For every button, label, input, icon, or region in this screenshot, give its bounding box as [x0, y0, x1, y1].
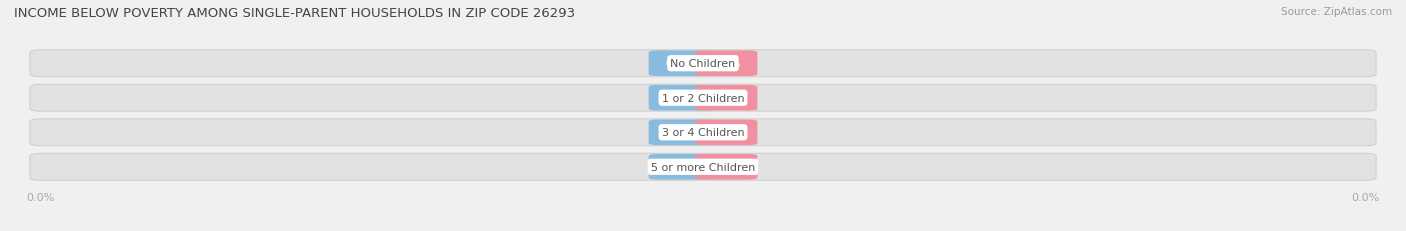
Text: 0.0%: 0.0% [665, 128, 695, 138]
FancyBboxPatch shape [648, 120, 711, 145]
FancyBboxPatch shape [30, 85, 1376, 112]
FancyBboxPatch shape [648, 51, 711, 77]
Text: 0.0%: 0.0% [711, 59, 741, 69]
FancyBboxPatch shape [695, 86, 758, 111]
Text: 0.0%: 0.0% [665, 93, 695, 103]
FancyBboxPatch shape [695, 154, 758, 180]
FancyBboxPatch shape [695, 51, 758, 77]
Text: No Children: No Children [671, 59, 735, 69]
FancyBboxPatch shape [30, 154, 1376, 180]
FancyBboxPatch shape [30, 119, 1376, 146]
FancyBboxPatch shape [648, 86, 711, 111]
Text: 0.0%: 0.0% [665, 162, 695, 172]
Text: 0.0%: 0.0% [711, 162, 741, 172]
Text: Source: ZipAtlas.com: Source: ZipAtlas.com [1281, 7, 1392, 17]
FancyBboxPatch shape [695, 120, 758, 145]
FancyBboxPatch shape [30, 51, 1376, 77]
Text: 5 or more Children: 5 or more Children [651, 162, 755, 172]
Text: 3 or 4 Children: 3 or 4 Children [662, 128, 744, 138]
Text: INCOME BELOW POVERTY AMONG SINGLE-PARENT HOUSEHOLDS IN ZIP CODE 26293: INCOME BELOW POVERTY AMONG SINGLE-PARENT… [14, 7, 575, 20]
Text: 0.0%: 0.0% [711, 93, 741, 103]
FancyBboxPatch shape [648, 154, 711, 180]
Text: 0.0%: 0.0% [665, 59, 695, 69]
Text: 0.0%: 0.0% [711, 128, 741, 138]
Text: 1 or 2 Children: 1 or 2 Children [662, 93, 744, 103]
